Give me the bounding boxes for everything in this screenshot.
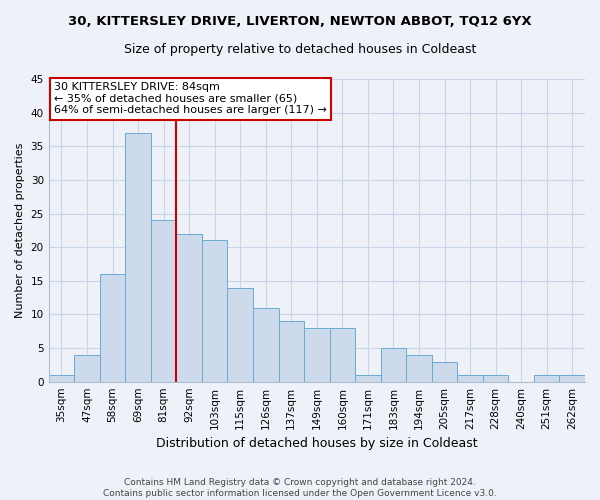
Bar: [304, 328, 329, 382]
Text: 30, KITTERSLEY DRIVE, LIVERTON, NEWTON ABBOT, TQ12 6YX: 30, KITTERSLEY DRIVE, LIVERTON, NEWTON A…: [68, 15, 532, 28]
Bar: [329, 328, 355, 382]
Y-axis label: Number of detached properties: Number of detached properties: [15, 142, 25, 318]
Bar: [355, 375, 380, 382]
Bar: [432, 362, 457, 382]
Bar: [202, 240, 227, 382]
Bar: [253, 308, 278, 382]
Bar: [125, 133, 151, 382]
Bar: [483, 375, 508, 382]
Bar: [406, 355, 432, 382]
X-axis label: Distribution of detached houses by size in Coldeast: Distribution of detached houses by size …: [156, 437, 478, 450]
Bar: [559, 375, 585, 382]
Text: 30 KITTERSLEY DRIVE: 84sqm
← 35% of detached houses are smaller (65)
64% of semi: 30 KITTERSLEY DRIVE: 84sqm ← 35% of deta…: [54, 82, 327, 115]
Bar: [380, 348, 406, 382]
Bar: [74, 355, 100, 382]
Text: Contains HM Land Registry data © Crown copyright and database right 2024.
Contai: Contains HM Land Registry data © Crown c…: [103, 478, 497, 498]
Bar: [227, 288, 253, 382]
Bar: [278, 321, 304, 382]
Bar: [534, 375, 559, 382]
Text: Size of property relative to detached houses in Coldeast: Size of property relative to detached ho…: [124, 42, 476, 56]
Bar: [457, 375, 483, 382]
Bar: [151, 220, 176, 382]
Bar: [49, 375, 74, 382]
Bar: [100, 274, 125, 382]
Bar: [176, 234, 202, 382]
